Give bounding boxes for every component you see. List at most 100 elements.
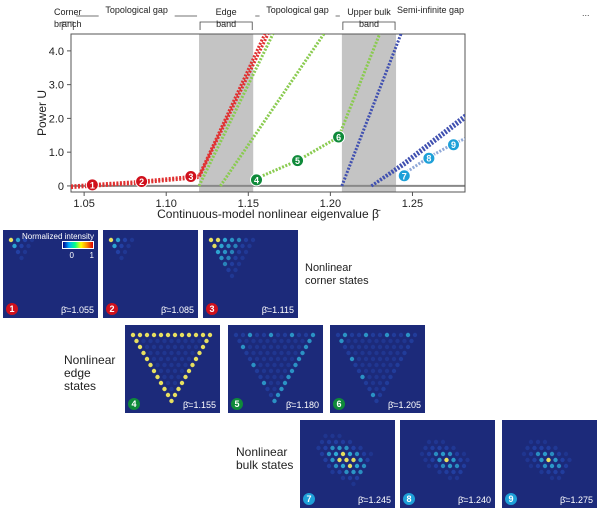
- series-line: [340, 34, 403, 187]
- svg-text:3: 3: [188, 172, 193, 182]
- intensity-panel-2: 2 β̄=1.085: [103, 230, 198, 318]
- series-line: [370, 117, 465, 188]
- beta-value-label: β̄=1.205: [388, 400, 421, 410]
- intensity-map: [316, 433, 374, 487]
- svg-text:5: 5: [295, 156, 300, 166]
- region-bracket: [61, 21, 74, 30]
- svg-text:8: 8: [426, 154, 431, 164]
- intensity-map: [130, 332, 213, 404]
- svg-text:7: 7: [402, 171, 407, 181]
- x-tick-label: 1.05: [73, 198, 94, 210]
- plot-frame: [70, 33, 466, 193]
- power-vs-eigenvalue-chart: 1 2 3 4 5 6 7 8 9 1.05 1.10 1.15 1.20 1.25 0 1.0 2.0 3.0 4…: [35, 4, 590, 221]
- state-number-badge: 4: [128, 398, 140, 410]
- x-axis-label: Continuous-model nonlinear eigenvalue β̄: [157, 207, 381, 221]
- intensity-map: [8, 237, 35, 261]
- svg-text:9: 9: [451, 140, 456, 150]
- branch-marker-5: 5: [291, 154, 305, 168]
- branch-marker-6: 6: [332, 130, 346, 144]
- intensity-map: [108, 237, 135, 261]
- region-label: branch: [54, 19, 82, 29]
- intensity-panel-1: 1 β̄=1.055 Normalized intensity 0 1: [3, 230, 98, 318]
- region-label-bg: [98, 4, 175, 18]
- region-bracket: [342, 21, 396, 30]
- branch-marker-4: 4: [250, 173, 264, 187]
- intensity-map: [419, 439, 470, 481]
- intensity-map: [335, 332, 418, 404]
- svg-text:2: 2: [139, 177, 144, 187]
- beta-value-label: β̄=1.115: [261, 305, 294, 315]
- series-line: [71, 34, 267, 188]
- branch-marker-8: 8: [422, 151, 436, 165]
- beta-value-label: β̄=1.245: [358, 495, 391, 505]
- region-label: Upper bulk: [347, 7, 391, 17]
- intensity-panel-5: 5 β̄=1.180: [228, 325, 323, 413]
- intensity-map: [208, 237, 256, 279]
- intensity-panel-8: 8 β̄=1.240: [400, 420, 495, 508]
- beta-value-label: β̄=1.055: [61, 305, 94, 315]
- corner-group-label: Nonlinear corner states: [305, 262, 369, 287]
- intensity-panel-4: 4 β̄=1.155: [125, 325, 220, 413]
- beta-value-label: β̄=1.275: [560, 495, 593, 505]
- region-label: Corner: [54, 7, 82, 17]
- beta-value-label: β̄=1.085: [161, 305, 194, 315]
- region-ellipsis: ...: [582, 8, 590, 18]
- state-number-badge: 7: [303, 493, 315, 505]
- colorbar-legend: Normalized intensity 0 1: [22, 232, 94, 260]
- intensity-panel-9: 9 β̄=1.275: [502, 420, 597, 508]
- edge-group-label: Nonlinear edge states: [64, 353, 116, 393]
- intensity-panel-3: 3 β̄=1.115: [203, 230, 298, 318]
- region-label: Topological gap: [105, 5, 168, 15]
- intensity-panel-6: 6 β̄=1.205: [330, 325, 425, 413]
- y-tick-label: 0: [58, 181, 64, 193]
- bulk-group-label: Nonlinear bulk states: [236, 445, 294, 472]
- region-label: Semi-infinite gap: [397, 5, 464, 15]
- branch-marker-1: 1: [85, 178, 99, 192]
- colorbar-ticks: 0 1: [69, 251, 94, 260]
- region-label: band: [216, 19, 236, 29]
- y-axis-label: Power U: [35, 90, 49, 136]
- branch-marker-2: 2: [135, 175, 149, 189]
- legend-title: Normalized intensity: [21, 232, 94, 241]
- intensity-map: [233, 332, 316, 404]
- state-number-badge: 5: [231, 398, 243, 410]
- svg-text:6: 6: [336, 132, 341, 142]
- series-line: [370, 113, 465, 188]
- y-tick-label: 1.0: [49, 147, 64, 159]
- intensity-panel-7: 7 β̄=1.245: [300, 420, 395, 508]
- y-tick-label: 2.0: [49, 113, 64, 125]
- x-tick-label: 1.15: [238, 198, 259, 210]
- state-number-badge: 2: [106, 303, 118, 315]
- colorbar: [62, 241, 94, 249]
- region-label-bg: [392, 4, 469, 18]
- region-label: Edge: [216, 7, 237, 17]
- region-bracket: [199, 21, 253, 30]
- state-number-badge: 9: [505, 493, 517, 505]
- state-number-badge: 1: [6, 303, 18, 315]
- svg-text:4: 4: [254, 175, 259, 185]
- x-tick-label: 1.25: [402, 198, 423, 210]
- x-tick-label: 1.10: [156, 198, 177, 210]
- series-line: [252, 34, 382, 182]
- region-label: Topological gap: [266, 5, 329, 15]
- series-line: [400, 137, 465, 178]
- beta-value-label: β̄=1.180: [286, 400, 319, 410]
- state-number-badge: 8: [403, 493, 415, 505]
- beta-value-label: β̄=1.155: [183, 400, 216, 410]
- series-line: [71, 34, 270, 190]
- beta-value-label: β̄=1.240: [458, 495, 491, 505]
- svg-text:1: 1: [90, 180, 95, 190]
- series-line: [197, 34, 275, 187]
- series-line: [219, 34, 326, 187]
- intensity-map: [521, 439, 572, 481]
- y-tick-label: 4.0: [49, 46, 64, 58]
- region-label-bg: [259, 4, 336, 18]
- branch-marker-3: 3: [184, 169, 198, 183]
- state-number-badge: 6: [333, 398, 345, 410]
- y-tick-label: 3.0: [49, 80, 64, 92]
- x-tick-label: 1.20: [320, 198, 341, 210]
- branch-marker-7: 7: [397, 169, 411, 183]
- state-number-badge: 3: [206, 303, 218, 315]
- region-label: band: [359, 19, 379, 29]
- branch-marker-9: 9: [447, 138, 461, 152]
